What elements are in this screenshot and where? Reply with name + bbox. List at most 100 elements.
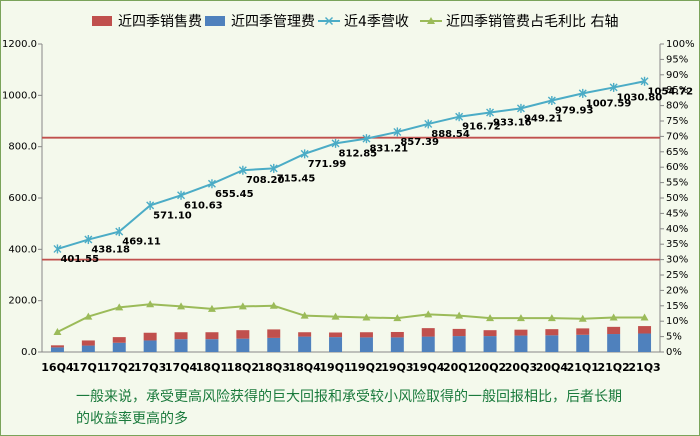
revenue-line xyxy=(57,80,645,250)
ratio-point xyxy=(146,300,155,308)
bar-management xyxy=(545,335,559,352)
bars xyxy=(50,326,652,352)
revenue-data-label: 1030.80 xyxy=(617,92,663,103)
revenue-point xyxy=(146,200,155,210)
bar-management xyxy=(329,337,343,352)
right-tick-label: 25% xyxy=(666,270,688,281)
ratio-point xyxy=(640,313,649,321)
bar-management xyxy=(607,334,621,352)
ratio-line xyxy=(57,303,645,333)
x-tick-label: 18Q3 xyxy=(258,361,290,374)
bar-management xyxy=(390,337,404,352)
left-tick-label: 1000.0 xyxy=(2,90,37,101)
x-tick-label: 20Q2 xyxy=(474,361,506,374)
revenue-data-label: 857.39 xyxy=(400,137,439,148)
bar-management xyxy=(143,340,157,352)
bar-sales xyxy=(421,328,435,337)
bar-management xyxy=(112,342,126,352)
right-tick-label: 50% xyxy=(666,193,688,204)
revenue-data-label: 571.10 xyxy=(153,210,192,221)
bar-sales xyxy=(576,328,590,335)
caption: 一般来说，承受更高风险获得的巨大回报和承受较小风险取得的一般回报相比，后者长期 … xyxy=(76,386,666,430)
revenue-point xyxy=(331,138,340,148)
revenue-data-label: 469.11 xyxy=(122,237,161,248)
bar-sales xyxy=(205,332,219,340)
reference-lines xyxy=(42,136,660,261)
x-tick-label: 18Q1 xyxy=(196,361,228,374)
ratio-point xyxy=(486,314,495,322)
legend-label: 近四季销管费占毛利比 右轴 xyxy=(446,14,618,30)
legend: 近四季销售费 近四季管理费 近4季营收 近四季销管费占毛利比 右轴 xyxy=(92,14,618,30)
revenue-point xyxy=(455,112,464,122)
x-tick-label: 20Q3 xyxy=(505,361,537,374)
right-tick-label: 20% xyxy=(666,285,688,296)
bar-sales xyxy=(359,332,373,338)
ratio-point xyxy=(424,310,433,318)
x-tick-label: 20Q1 xyxy=(443,361,475,374)
axes: 0.0 200.0 400.0 600.0 800.0 1000.0 1200.0 0% 5% 1… xyxy=(2,39,695,374)
right-tick-label: 80% xyxy=(666,101,688,112)
bar-sales xyxy=(329,332,343,338)
revenue-data-label: 949.21 xyxy=(524,113,563,124)
x-tick-label: 18Q4 xyxy=(288,361,321,374)
revenue-data-label: 916.72 xyxy=(462,122,501,133)
right-tick-label: 40% xyxy=(666,224,688,235)
right-tick-label: 5% xyxy=(666,332,682,343)
caption-line-2: 的收益率更高的多 xyxy=(76,411,188,427)
bar-sales xyxy=(81,340,95,346)
revenue-data-label: 812.85 xyxy=(339,148,378,159)
ratio-point xyxy=(578,314,587,322)
right-tick-label: 15% xyxy=(666,301,688,312)
ratio-point xyxy=(53,327,62,335)
revenue-data-label: 655.45 xyxy=(215,189,254,200)
ratio-point xyxy=(609,313,618,321)
revenue-data-label: 401.55 xyxy=(60,254,99,265)
bar-sales xyxy=(112,337,126,343)
right-tick-label: 75% xyxy=(666,116,688,127)
revenue-point xyxy=(516,103,525,113)
bar-sales xyxy=(452,328,466,337)
right-tick-label: 0% xyxy=(666,347,682,358)
revenue-data-label: 1007.59 xyxy=(586,98,632,109)
x-tick-label: 20Q4 xyxy=(536,361,569,374)
x-tick-label: 18Q2 xyxy=(227,361,259,374)
x-tick-label: 21Q1 xyxy=(567,361,599,374)
revenue-data-label: 1054.72 xyxy=(648,86,694,97)
ratio-point xyxy=(177,302,186,310)
x-tick-label: 17Q4 xyxy=(165,361,198,374)
revenue-point xyxy=(609,82,618,92)
revenue-data-label: 438.18 xyxy=(91,245,130,256)
bar-sales xyxy=(514,329,528,336)
x-tick-label: 17Q1 xyxy=(72,361,104,374)
left-tick-label: 800.0 xyxy=(8,142,37,153)
left-tick-label: 600.0 xyxy=(8,193,37,204)
revenue-point xyxy=(53,244,62,254)
revenue-point xyxy=(547,95,556,105)
revenue-point xyxy=(424,119,433,129)
right-tick-label: 30% xyxy=(666,255,688,266)
bar-sales xyxy=(298,332,312,337)
x-tick-label: 16Q4 xyxy=(41,361,74,374)
revenue-data-label: 715.45 xyxy=(277,173,316,184)
bar-sales xyxy=(483,330,497,337)
bar-sales xyxy=(143,332,157,341)
revenue-point xyxy=(300,149,309,159)
revenue-point xyxy=(640,76,649,86)
x-tick-label: 19Q4 xyxy=(412,361,445,374)
left-tick-label: 400.0 xyxy=(8,244,37,255)
ratio-point xyxy=(269,301,278,309)
right-tick-label: 90% xyxy=(666,70,688,81)
bar-management xyxy=(267,337,281,352)
bar-sales xyxy=(638,326,652,334)
revenue-point xyxy=(238,165,247,175)
bar-sales xyxy=(236,330,250,339)
bar-management xyxy=(81,345,95,352)
legend-label: 近四季管理费 xyxy=(231,14,315,30)
right-tick-label: 60% xyxy=(666,162,688,173)
right-tick-label: 70% xyxy=(666,131,688,142)
ratio-point xyxy=(300,311,309,319)
legend-swatch xyxy=(92,16,112,26)
ratio-point xyxy=(115,303,124,311)
